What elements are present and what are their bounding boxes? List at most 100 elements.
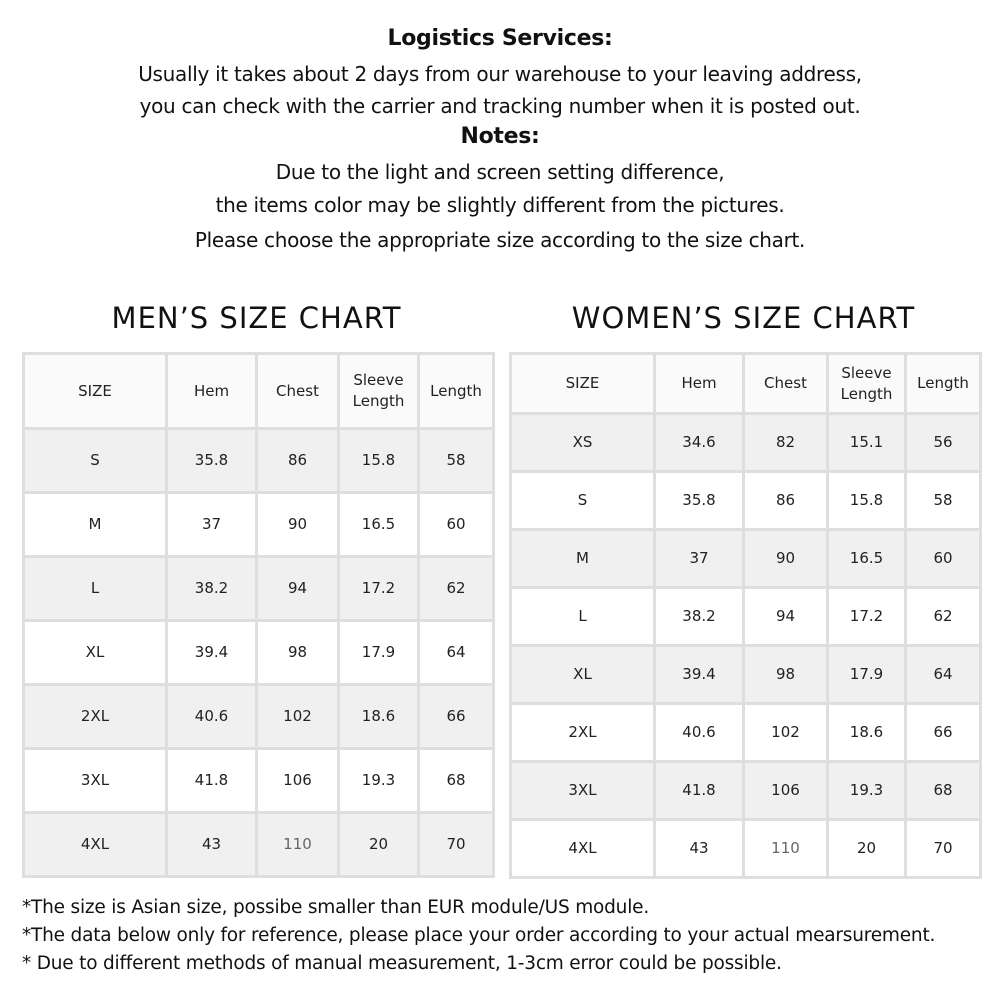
size-cell: M [22, 491, 168, 558]
measurement-cell: 17.9 [826, 644, 907, 705]
measurement-cell: 40.6 [165, 683, 258, 750]
notes-line: Please choose the appropriate size accor… [194, 228, 806, 252]
women-size-table: SIZE Hem Chest Sleeve Length Length XS 34.6 82 1… [509, 352, 982, 879]
measurement-cell: 94 [255, 555, 340, 622]
column-header: Chest [255, 352, 340, 430]
table-row: M 37 90 16.5 60 [509, 528, 982, 589]
measurement-cell: 18.6 [826, 702, 907, 763]
men-size-table: SIZE Hem Chest Sleeve Length Length S 35.8 86 15… [22, 352, 495, 878]
measurement-cell: 86 [742, 470, 829, 531]
measurement-cell: 38.2 [653, 586, 745, 647]
measurement-cell: 40.6 [653, 702, 745, 763]
logistics-line: you can check with the carrier and track… [139, 94, 861, 118]
column-header: Length [417, 352, 495, 430]
men-chart-title: MEN’S SIZE CHART [111, 301, 402, 335]
table-row: M 37 90 16.5 60 [22, 491, 495, 558]
measurement-cell: 62 [417, 555, 495, 622]
column-header: Hem [165, 352, 258, 430]
measurement-cell: 102 [255, 683, 340, 750]
column-header: Length [904, 352, 982, 415]
logistics-title: Logistics Services: [387, 26, 613, 51]
measurement-cell: 90 [255, 491, 340, 558]
measurement-cell: 62 [904, 586, 982, 647]
measurement-cell: 58 [904, 470, 982, 531]
measurement-cell: 35.8 [165, 427, 258, 494]
size-cell: S [509, 470, 656, 531]
measurement-cell: 66 [904, 702, 982, 763]
size-cell: L [22, 555, 168, 622]
table-row: S 35.8 86 15.8 58 [509, 470, 982, 531]
size-cell: 3XL [509, 760, 656, 821]
measurement-cell: 68 [417, 747, 495, 814]
measurement-cell: 17.9 [337, 619, 420, 686]
measurement-cell: 86 [255, 427, 340, 494]
header-row: SIZE Hem Chest Sleeve Length Length [509, 352, 982, 415]
notes-line: Due to the light and screen setting diff… [275, 160, 725, 184]
measurement-cell: 37 [165, 491, 258, 558]
table-row: L 38.2 94 17.2 62 [22, 555, 495, 622]
column-header: Sleeve Length [337, 352, 420, 430]
measurement-cell: 58 [417, 427, 495, 494]
measurement-cell: 43 [653, 818, 745, 879]
measurement-cell: 68 [904, 760, 982, 821]
table-row: XL 39.4 98 17.9 64 [509, 644, 982, 705]
measurement-cell: 60 [417, 491, 495, 558]
measurement-cell: 17.2 [826, 586, 907, 647]
measurement-cell: 19.3 [337, 747, 420, 814]
measurement-cell: 90 [742, 528, 829, 589]
table-row: 3XL 41.8 106 19.3 68 [22, 747, 495, 814]
table-row: XL 39.4 98 17.9 64 [22, 619, 495, 686]
measurement-cell: 20 [337, 811, 420, 878]
column-header: SIZE [22, 352, 168, 430]
size-cell: 4XL [509, 818, 656, 879]
measurement-cell: 102 [742, 702, 829, 763]
column-header: Hem [653, 352, 745, 415]
table-row: L 38.2 94 17.2 62 [509, 586, 982, 647]
size-cell: S [22, 427, 168, 494]
notes-line: the items color may be slightly differen… [215, 193, 785, 217]
measurement-cell: 19.3 [826, 760, 907, 821]
women-chart-title: WOMEN’S SIZE CHART [571, 301, 916, 335]
size-cell: L [509, 586, 656, 647]
measurement-cell: 106 [255, 747, 340, 814]
footnote: * Due to different methods of manual mea… [22, 953, 782, 974]
size-cell: 2XL [509, 702, 656, 763]
table-row: S 35.8 86 15.8 58 [22, 427, 495, 494]
footnote: *The size is Asian size, possibe smaller… [22, 897, 650, 918]
column-header: Chest [742, 352, 829, 415]
size-cell: 3XL [22, 747, 168, 814]
measurement-cell: 98 [255, 619, 340, 686]
measurement-cell: 70 [904, 818, 982, 879]
measurement-cell: 38.2 [165, 555, 258, 622]
measurement-cell: 41.8 [165, 747, 258, 814]
measurement-cell: 17.2 [337, 555, 420, 622]
header-row: SIZE Hem Chest Sleeve Length Length [22, 352, 495, 430]
measurement-cell: 39.4 [165, 619, 258, 686]
size-cell: XS [509, 412, 656, 473]
measurement-cell: 15.1 [826, 412, 907, 473]
measurement-cell: 43 [165, 811, 258, 878]
measurement-cell: 34.6 [653, 412, 745, 473]
measurement-cell: 60 [904, 528, 982, 589]
measurement-cell: 20 [826, 818, 907, 879]
measurement-cell: 41.8 [653, 760, 745, 821]
table-row: 4XL 43 110 20 70 [509, 818, 982, 879]
size-cell: XL [509, 644, 656, 705]
measurement-cell: 82 [742, 412, 829, 473]
measurement-cell: 64 [417, 619, 495, 686]
measurement-cell: 39.4 [653, 644, 745, 705]
table-row: 3XL 41.8 106 19.3 68 [509, 760, 982, 821]
table-row: 2XL 40.6 102 18.6 66 [22, 683, 495, 750]
size-cell: M [509, 528, 656, 589]
size-cell: XL [22, 619, 168, 686]
measurement-cell: 15.8 [826, 470, 907, 531]
measurement-cell: 70 [417, 811, 495, 878]
column-header: SIZE [509, 352, 656, 415]
size-cell: 2XL [22, 683, 168, 750]
measurement-cell: 56 [904, 412, 982, 473]
measurement-cell: 16.5 [337, 491, 420, 558]
measurement-cell: 66 [417, 683, 495, 750]
size-cell: 4XL [22, 811, 168, 878]
table-row: 4XL 43 110 20 70 [22, 811, 495, 878]
measurement-cell: 98 [742, 644, 829, 705]
